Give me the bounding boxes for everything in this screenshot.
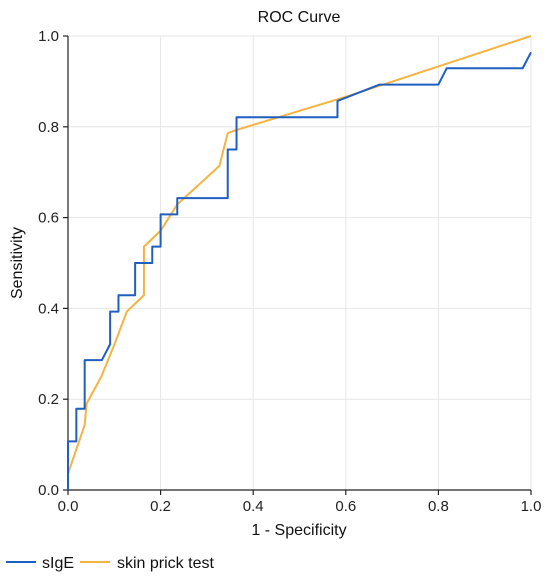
axis-layer: 0.0 0.2 0.4 0.6 0.8 1.0 0.0 0.2 0.4 0.6 0.8 1.0	[38, 28, 541, 515]
x-tick-label: 0.0	[58, 498, 79, 515]
legend: sIgE skin prick test	[6, 555, 214, 572]
series-line-sige	[67, 51, 532, 490]
y-tick-label: 0.4	[38, 300, 59, 317]
series-layer	[67, 35, 532, 490]
series-line-skin-prick-test	[67, 35, 532, 474]
y-tick-label: 1.0	[38, 28, 59, 45]
grid-layer	[67, 35, 532, 491]
x-tick-label: 0.4	[243, 498, 264, 515]
y-tick-label: 0.8	[38, 119, 59, 136]
y-tick-label: 0.6	[38, 210, 59, 227]
y-axis-title: Sensitivity	[9, 227, 26, 299]
x-tick-label: 0.2	[150, 498, 171, 515]
x-axis-title: 1 - Specificity	[251, 522, 346, 539]
y-tick-label: 0.2	[38, 391, 59, 408]
x-tick-label: 0.6	[335, 498, 356, 515]
legend-label-skin-prick-test: skin prick test	[117, 555, 214, 572]
legend-label-sige: sIgE	[42, 555, 74, 572]
x-tick-label: 1.0	[521, 498, 542, 515]
chart-title: ROC Curve	[258, 9, 341, 26]
y-tick-label: 0.0	[38, 482, 59, 499]
x-tick-label: 0.8	[428, 498, 449, 515]
